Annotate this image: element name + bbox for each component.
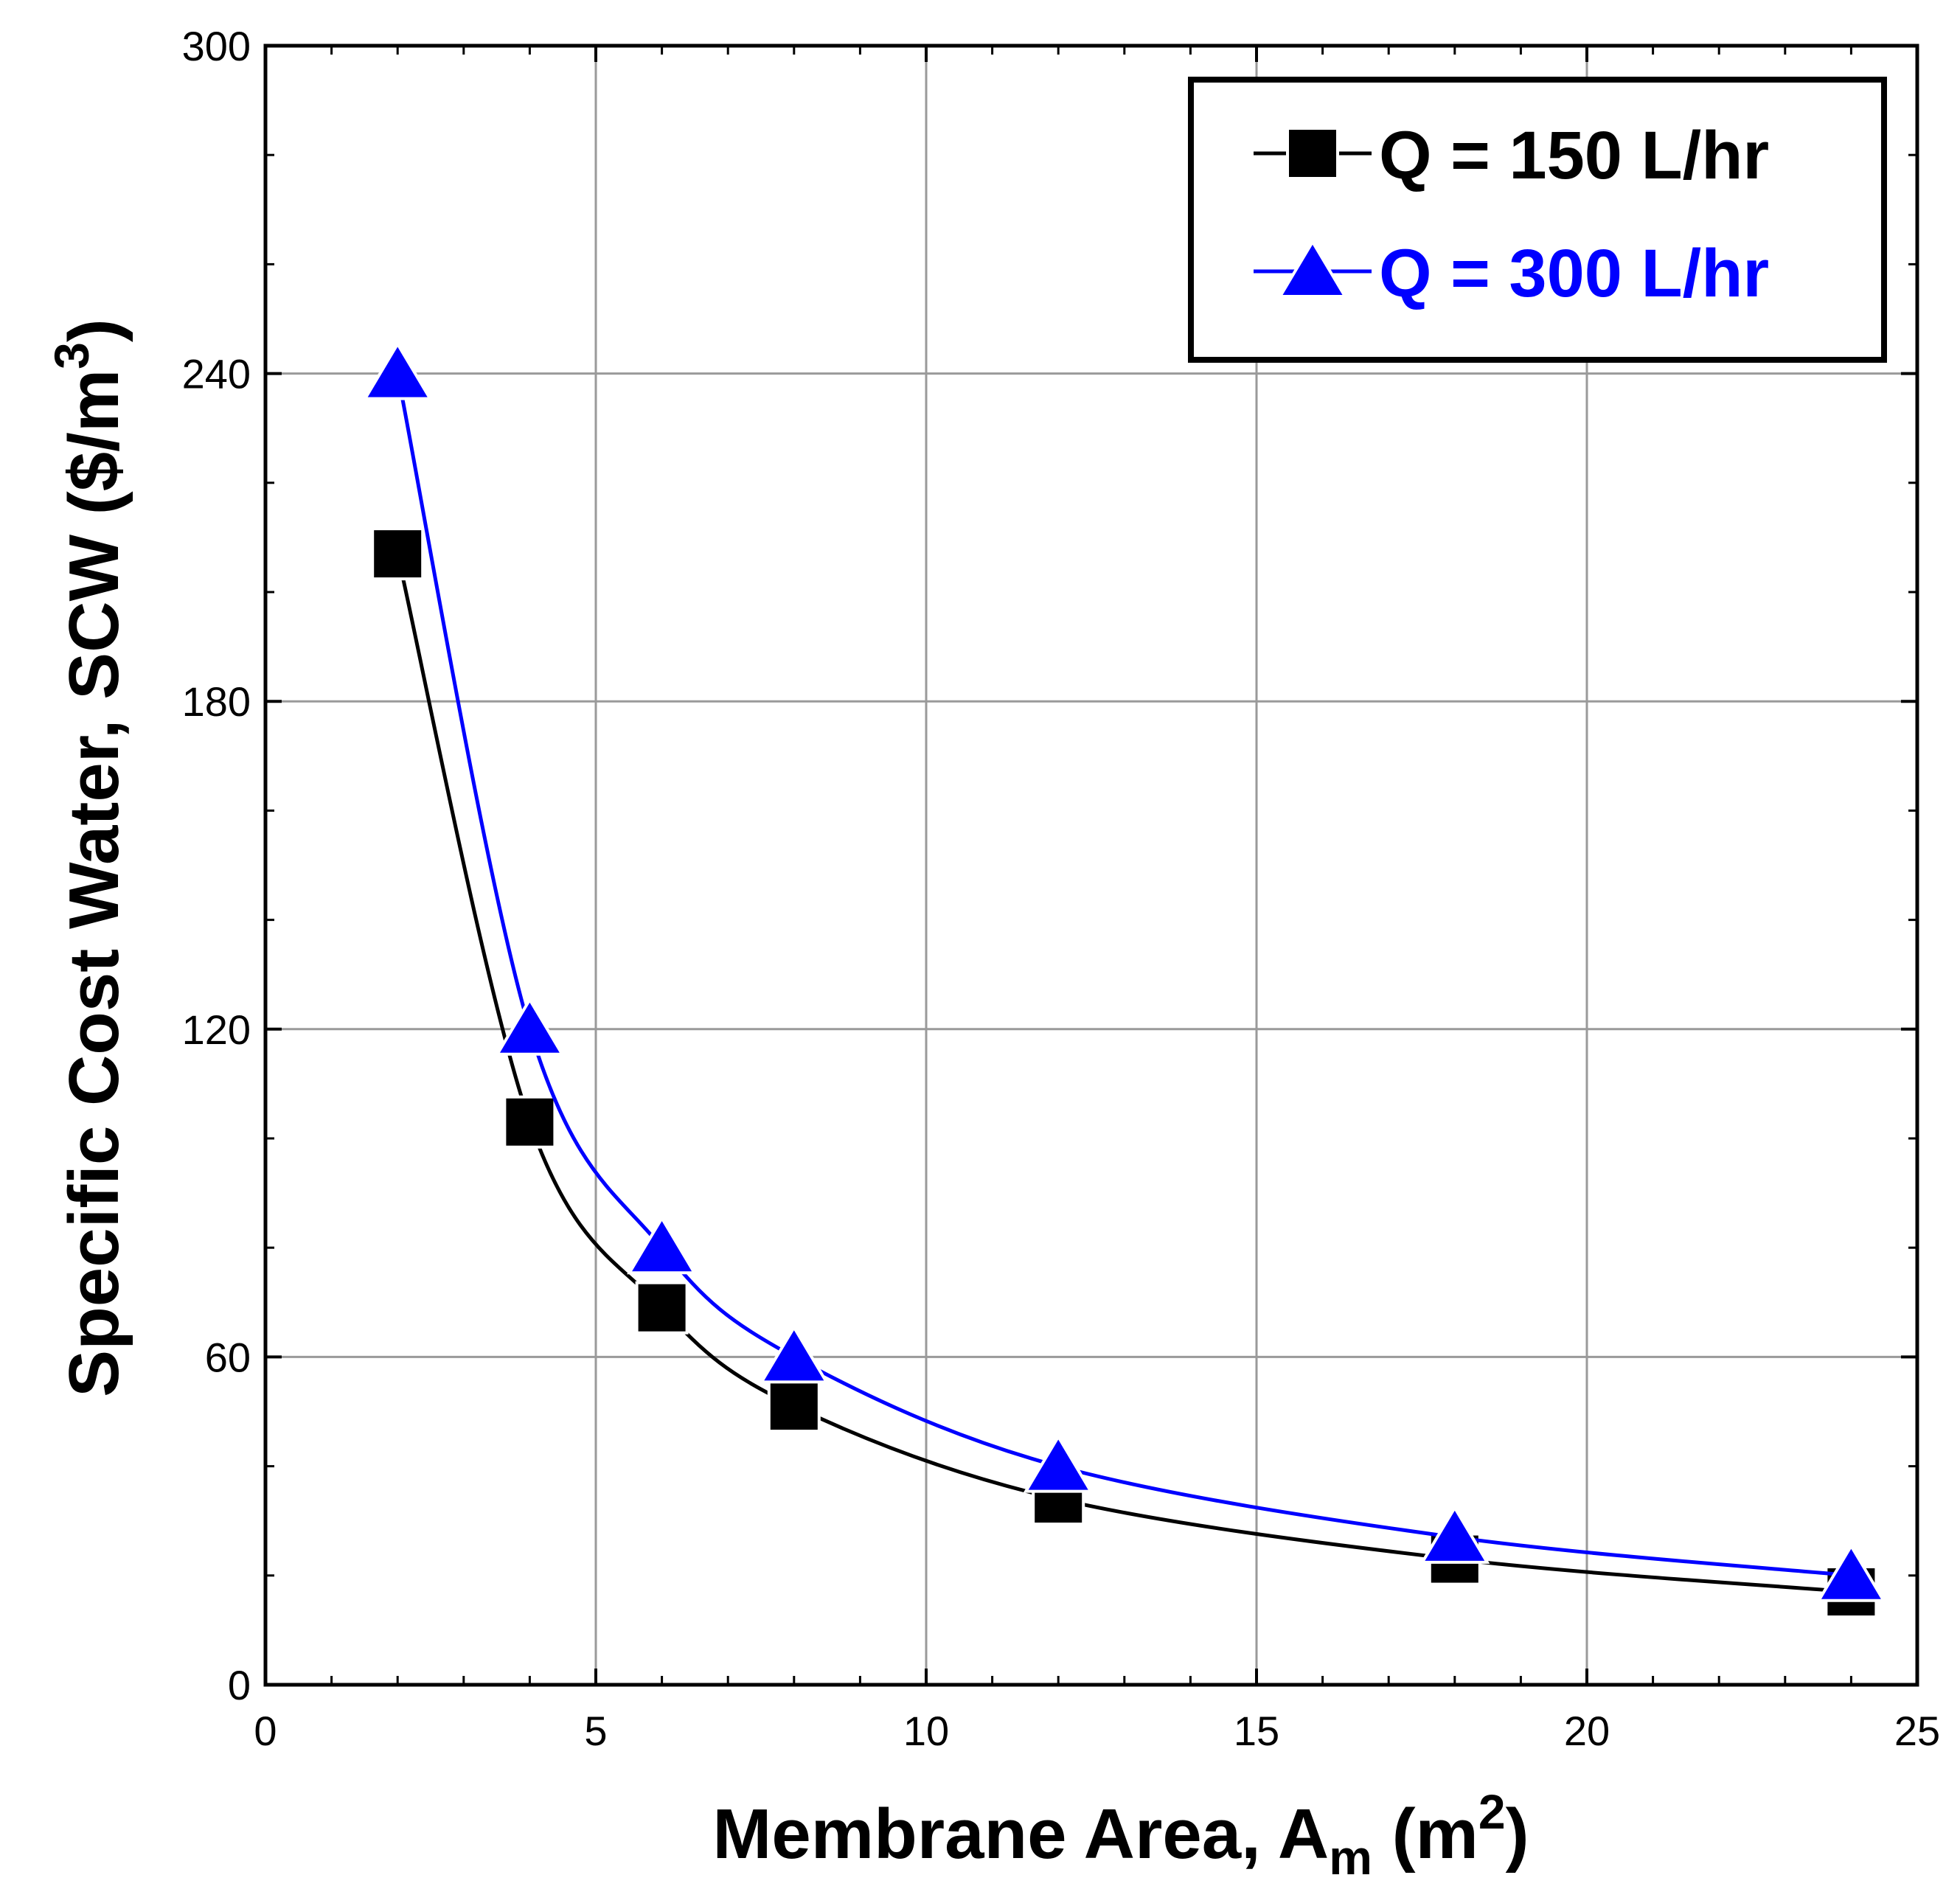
x-tick-label: 25 xyxy=(1894,1708,1940,1754)
data-point-triangle xyxy=(627,1215,698,1275)
tick-labels: 0 5 10 15 20 25 0 60 120 180 240 300 xyxy=(182,23,1941,1754)
x-axis-title-superscript: 2 xyxy=(1478,1784,1506,1839)
data-point-triangle xyxy=(1815,1542,1886,1602)
y-tick-label: 60 xyxy=(205,1334,251,1380)
plot-frame xyxy=(263,44,1919,1687)
x-axis-title-subscript: m xyxy=(1329,1830,1372,1885)
x-axis-title-middle: (m xyxy=(1372,1795,1478,1874)
y-tick-label: 240 xyxy=(182,351,251,397)
legend-item-2: Q = 300 L/hr xyxy=(1254,236,1769,311)
y-axis-title-superscript: 3 xyxy=(44,342,99,369)
x-tick-label: 5 xyxy=(584,1708,607,1754)
legend-marker-square xyxy=(1286,127,1339,180)
legend-marker-triangle xyxy=(1277,239,1348,298)
data-point-triangle xyxy=(1023,1433,1094,1493)
data-point-triangle xyxy=(1419,1505,1490,1564)
data-point-square xyxy=(635,1281,689,1335)
x-axis-title-prefix: Membrane Area, A xyxy=(712,1795,1329,1874)
series-2 xyxy=(362,341,1886,1602)
y-axis-title-suffix: ) xyxy=(55,319,133,342)
x-tick-label: 10 xyxy=(903,1708,949,1754)
y-axis-title: Specific Cost Water, SCW ($/m3) xyxy=(44,319,133,1397)
y-tick-label: 120 xyxy=(182,1006,251,1053)
data-point-triangle xyxy=(759,1324,830,1384)
legend-items: Q = 150 L/hr Q = 300 L/hr xyxy=(1254,118,1769,311)
y-tick-label: 180 xyxy=(182,678,251,725)
y-tick-label: 0 xyxy=(228,1662,251,1708)
legend-item-1: Q = 150 L/hr xyxy=(1254,118,1769,193)
data-point-square xyxy=(503,1095,557,1149)
data-point-square xyxy=(371,527,425,581)
series-layer xyxy=(362,341,1886,1619)
x-tick-label: 0 xyxy=(254,1708,277,1754)
y-axis-title-text: Specific Cost Water, SCW ($/m xyxy=(55,369,133,1397)
legend-box xyxy=(1188,77,1887,363)
legend-label: Q = 150 L/hr xyxy=(1379,118,1769,193)
x-tick-label: 20 xyxy=(1564,1708,1610,1754)
legend: Q = 150 L/hr Q = 300 L/hr xyxy=(1188,77,1887,363)
y-tick-label: 300 xyxy=(182,23,251,69)
data-point-triangle xyxy=(494,996,565,1056)
x-axis-title-suffix: ) xyxy=(1506,1795,1529,1874)
data-point-square xyxy=(767,1380,821,1433)
x-tick-label: 15 xyxy=(1234,1708,1279,1754)
legend-label: Q = 300 L/hr xyxy=(1379,236,1769,311)
x-axis-title: Membrane Area, Am (m2) xyxy=(712,1784,1529,1885)
data-point-triangle xyxy=(362,341,433,400)
